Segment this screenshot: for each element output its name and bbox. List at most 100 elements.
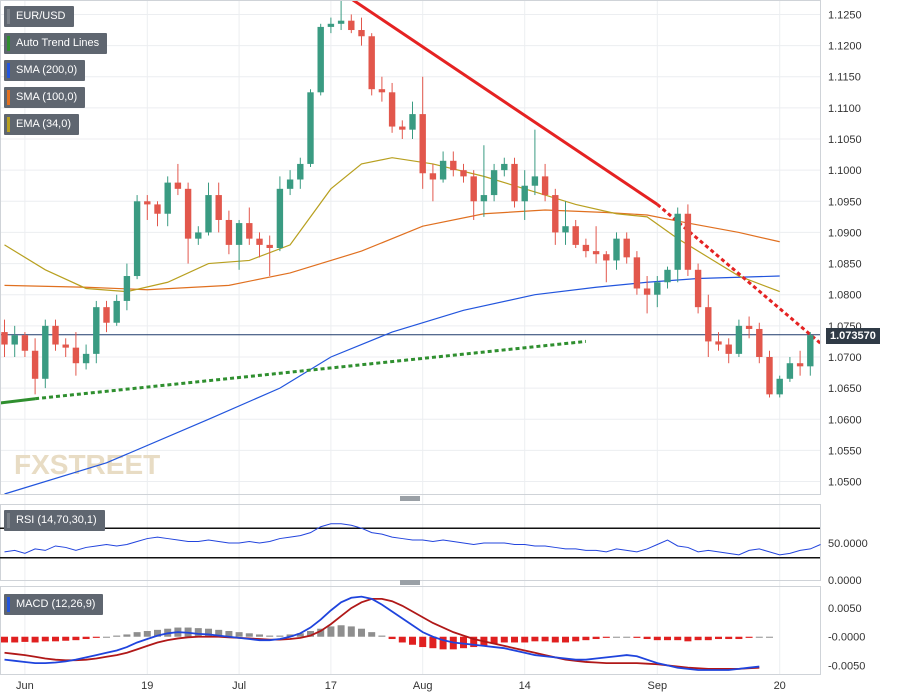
y-tick-label: 1.1050 — [828, 134, 862, 146]
candle-body — [409, 114, 416, 130]
candle-body — [541, 176, 549, 196]
legend-label: SMA (100,0) — [16, 91, 78, 103]
candle — [552, 188, 559, 245]
macd-histogram-bar — [21, 636, 29, 642]
macd-histogram-bar — [735, 636, 743, 640]
x-tick-label: Aug — [413, 680, 433, 692]
macd-histogram-bar — [643, 636, 651, 640]
candle-body — [337, 20, 345, 24]
legend-eurusd[interactable]: EUR/USD — [4, 6, 74, 27]
macd-histogram-bar — [766, 636, 773, 638]
candle — [572, 219, 579, 248]
macd-histogram-bar — [582, 636, 590, 641]
candle — [745, 316, 753, 339]
legend-macd[interactable]: MACD (12,26,9) — [4, 594, 104, 615]
legend-label: EUR/USD — [16, 10, 66, 22]
macd-histogram-bar — [368, 632, 376, 637]
candle-body — [93, 307, 100, 354]
macd-histogram-bar — [133, 632, 141, 637]
candle-body — [378, 89, 386, 93]
candle-body — [633, 257, 641, 289]
macd-histogram-bar — [755, 636, 763, 638]
macd-histogram-bar — [103, 636, 110, 638]
candle — [133, 195, 141, 280]
macd-histogram-bar — [276, 635, 284, 637]
candle — [11, 325, 18, 357]
macd-histogram-bar — [511, 636, 518, 643]
candle-body — [72, 347, 80, 364]
candle-body — [205, 195, 212, 233]
candle — [450, 151, 457, 177]
candle-body — [317, 26, 324, 93]
macd-histogram-bar — [143, 631, 151, 637]
candle-body — [684, 213, 692, 270]
candle-body — [388, 92, 396, 127]
macd-histogram-bar — [215, 629, 223, 637]
y-tick-label: 1.0600 — [828, 414, 862, 426]
candle-body — [42, 325, 49, 379]
legend-trend-lines[interactable]: Auto Trend Lines — [4, 33, 108, 54]
candle — [103, 300, 110, 333]
trend-line — [350, 0, 659, 206]
candle-body — [745, 325, 753, 329]
candle — [286, 170, 294, 196]
candle-body — [103, 307, 110, 323]
candle — [592, 226, 600, 264]
legend-label: MACD (12,26,9) — [16, 598, 96, 610]
candle — [715, 332, 722, 351]
macd-histogram-bar — [92, 636, 100, 638]
y-tick-label: 1.1200 — [828, 41, 862, 53]
candle — [123, 263, 131, 311]
legend-sma100[interactable]: SMA (100,0) — [4, 87, 86, 108]
x-tick-label: Sep — [648, 680, 668, 692]
legend-ema34[interactable]: EMA (34,0) — [4, 114, 80, 135]
candle-body — [786, 363, 794, 379]
macd-signal-line — [4, 597, 760, 670]
candle-body — [715, 341, 722, 345]
macd-histogram-bar — [337, 625, 345, 637]
candle — [460, 163, 467, 183]
candle-body — [368, 36, 375, 90]
candle-body — [694, 269, 702, 308]
macd-histogram-bar — [490, 636, 498, 644]
legend-swatch — [7, 36, 10, 51]
rsi-panel: 50.0000 0.0000 — [0, 523, 868, 587]
candle-body — [348, 20, 355, 31]
candle-body — [705, 307, 712, 342]
macd-histogram-bar — [653, 636, 661, 641]
macd-histogram-bar — [307, 631, 314, 637]
candle — [378, 76, 386, 102]
legend-sma200[interactable]: SMA (200,0) — [4, 60, 86, 81]
candle-body — [419, 114, 426, 174]
candle-body — [235, 223, 243, 245]
candle — [337, 0, 345, 31]
candle — [266, 235, 273, 277]
candle — [215, 182, 222, 233]
candle — [31, 338, 39, 395]
candle-body — [613, 238, 620, 261]
candle — [654, 276, 661, 308]
x-tick-label: 19 — [141, 680, 153, 692]
candle-body — [327, 23, 335, 27]
candle — [1, 319, 8, 357]
candle-body — [592, 251, 600, 255]
candle — [786, 356, 794, 382]
x-tick-label: 17 — [325, 680, 337, 692]
candle-body — [133, 201, 141, 277]
candle-body — [582, 244, 590, 252]
candle — [664, 266, 671, 289]
macd-histogram-bar — [633, 636, 641, 638]
panel-frames — [0, 0, 821, 675]
macd-histogram-bar — [388, 636, 396, 640]
trend-line — [656, 203, 822, 345]
legend-label: EMA (34,0) — [16, 118, 72, 130]
candle-body — [501, 163, 508, 171]
candles — [1, 0, 814, 398]
legend-rsi[interactable]: RSI (14,70,30,1) — [4, 510, 105, 531]
macd-histogram-bar — [154, 629, 161, 637]
candle-body — [521, 185, 528, 202]
macd-histogram-bar — [439, 636, 447, 650]
y-tick-label: 1.0850 — [828, 259, 862, 271]
candle — [582, 238, 590, 258]
candle — [195, 226, 202, 245]
